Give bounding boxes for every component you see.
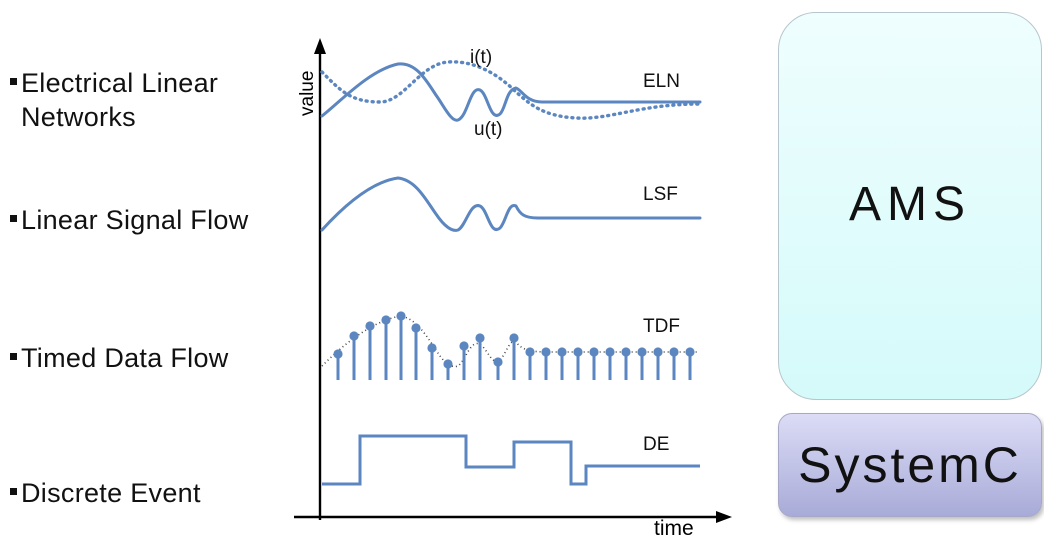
systemc-box: SystemC bbox=[778, 413, 1042, 517]
tdf-sample-point bbox=[653, 347, 663, 357]
systemc-label: SystemC bbox=[798, 437, 1022, 493]
tdf-sample-point bbox=[349, 331, 359, 341]
tdf-sample-point bbox=[411, 323, 421, 333]
eln-i-trace bbox=[320, 60, 702, 120]
tdf-sample-point bbox=[475, 333, 485, 343]
bullet-tdf-text: Timed Data Flow bbox=[21, 343, 229, 373]
tdf-sample-point bbox=[443, 359, 453, 369]
bullet-de: Discrete Event bbox=[10, 476, 201, 510]
y-axis-arrow-icon bbox=[314, 38, 326, 54]
bullet-tdf: Timed Data Flow bbox=[10, 341, 229, 375]
tdf-sample-point bbox=[525, 347, 535, 357]
tdf-sample-point bbox=[381, 315, 391, 325]
x-axis-arrow-icon bbox=[716, 511, 732, 523]
tdf-sample-point bbox=[685, 347, 695, 357]
tdf-sample-point bbox=[427, 343, 437, 353]
tdf-sample-point bbox=[637, 347, 647, 357]
bullet-eln-line1: Electrical Linear bbox=[21, 68, 219, 98]
ams-box: AMS bbox=[778, 12, 1042, 400]
tdf-sample-point bbox=[573, 347, 583, 357]
tdf-sample-point bbox=[541, 347, 551, 357]
tdf-sample-point bbox=[589, 347, 599, 357]
moc-signal-diagram: value time i(t) u(t) ELN LSF TDF DE bbox=[294, 38, 732, 539]
tdf-sample-point bbox=[459, 341, 469, 351]
label-i: i(t) bbox=[470, 47, 492, 68]
bullet-square-icon bbox=[10, 488, 17, 496]
bullet-eln: Electrical Linear Networks bbox=[10, 66, 218, 134]
de-trace bbox=[322, 434, 700, 486]
label-de: DE bbox=[643, 434, 669, 455]
tdf-sample-point bbox=[396, 311, 406, 321]
eln-u-trace bbox=[320, 62, 702, 122]
tdf-sample-point bbox=[669, 347, 679, 357]
bullet-lsf-text: Linear Signal Flow bbox=[21, 205, 249, 235]
tdf-sample-point bbox=[509, 333, 519, 343]
bullet-de-text: Discrete Event bbox=[21, 478, 201, 508]
bullet-eln-line2: Networks bbox=[21, 102, 136, 132]
axes: value time bbox=[294, 38, 732, 539]
lsf-trace bbox=[320, 176, 702, 232]
x-axis-label: time bbox=[654, 517, 694, 539]
bullet-square-icon bbox=[10, 78, 17, 86]
y-axis-label: value bbox=[297, 71, 318, 116]
tdf-sample-point bbox=[557, 347, 567, 357]
bullet-lsf: Linear Signal Flow bbox=[10, 203, 249, 237]
tdf-sample-point bbox=[365, 321, 375, 331]
bullet-square-icon bbox=[10, 215, 17, 223]
label-eln: ELN bbox=[643, 71, 680, 92]
tdf-sample-point bbox=[493, 357, 503, 367]
tdf-sample-point bbox=[605, 347, 615, 357]
label-u: u(t) bbox=[474, 119, 503, 140]
tdf-sample-point bbox=[621, 347, 631, 357]
tdf-trace bbox=[321, 311, 698, 380]
label-tdf: TDF bbox=[643, 316, 680, 337]
ams-label: AMS bbox=[848, 177, 971, 231]
tdf-sample-point bbox=[333, 349, 343, 359]
label-lsf: LSF bbox=[643, 184, 678, 205]
bullet-square-icon bbox=[10, 353, 17, 361]
